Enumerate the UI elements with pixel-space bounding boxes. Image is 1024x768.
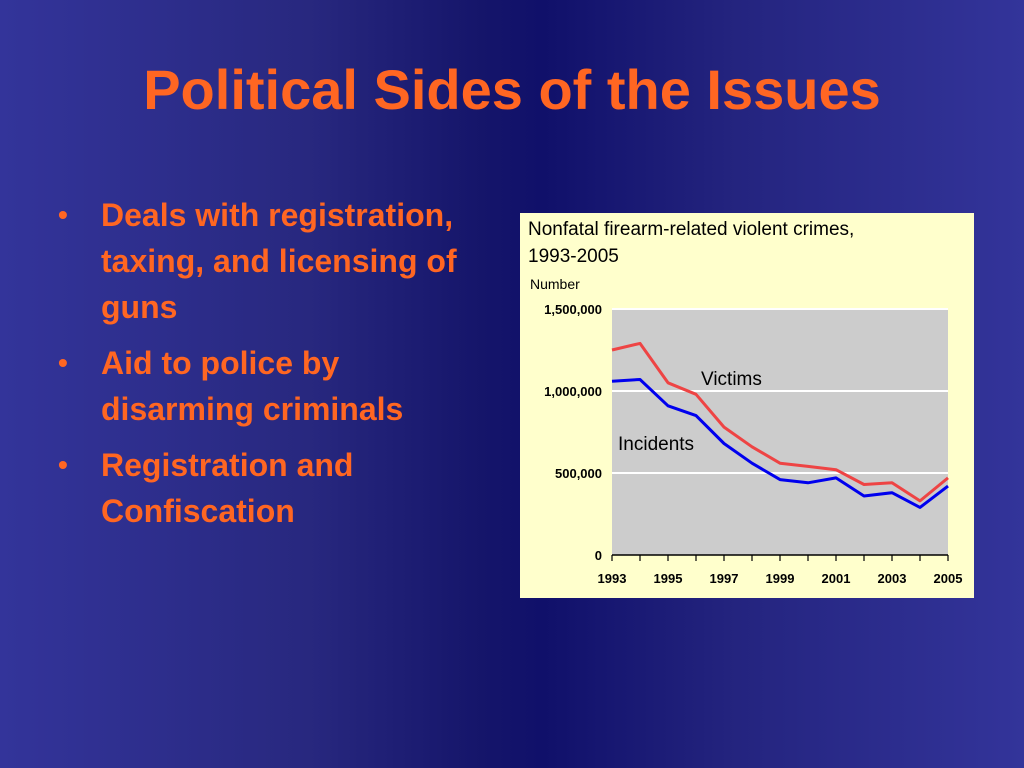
x-tick-label: 1999: [766, 571, 795, 586]
bullet-item: • Aid to police by disarming criminals: [58, 340, 498, 432]
slide-title: Political Sides of the Issues: [143, 58, 881, 121]
x-tick-label: 1997: [710, 571, 739, 586]
bullet-list: • Deals with registration, taxing, and l…: [58, 192, 498, 544]
bullet-icon: •: [58, 347, 68, 378]
bullet-text: Registration and Confiscation: [101, 447, 354, 529]
bullet-icon: •: [58, 199, 68, 230]
x-tick-label: 2005: [934, 571, 963, 586]
bullet-icon: •: [58, 449, 68, 480]
y-axis-label: Number: [530, 276, 580, 292]
chart-title-line-1: Nonfatal firearm-related violent crimes,: [528, 219, 854, 240]
series-line-victims: [611, 341, 949, 503]
series-line-incidents: [611, 378, 949, 509]
x-tick-label: 2003: [878, 571, 907, 586]
y-tick-label: 0: [595, 548, 602, 563]
plot-area: [612, 309, 948, 555]
y-tick-label: 1,000,000: [544, 384, 602, 399]
chart-title-line-2: 1993-2005: [528, 246, 619, 267]
y-tick-label: 500,000: [555, 466, 602, 481]
series-label-incidents: Incidents: [618, 434, 694, 455]
chart-svg: Nonfatal firearm-related violent crimes,…: [528, 219, 963, 586]
crime-chart: Nonfatal firearm-related violent crimes,…: [520, 213, 974, 598]
bullet-item: • Deals with registration, taxing, and l…: [58, 192, 498, 330]
bullet-item: • Registration and Confiscation: [58, 442, 498, 534]
x-tick-label: 2001: [822, 571, 851, 586]
series-label-victims: Victims: [701, 369, 762, 390]
y-tick-label: 1,500,000: [544, 302, 602, 317]
bullet-text: Deals with registration, taxing, and lic…: [101, 197, 457, 325]
x-tick-label: 1993: [598, 571, 627, 586]
x-tick-label: 1995: [654, 571, 683, 586]
bullet-text: Aid to police by disarming criminals: [101, 345, 404, 427]
